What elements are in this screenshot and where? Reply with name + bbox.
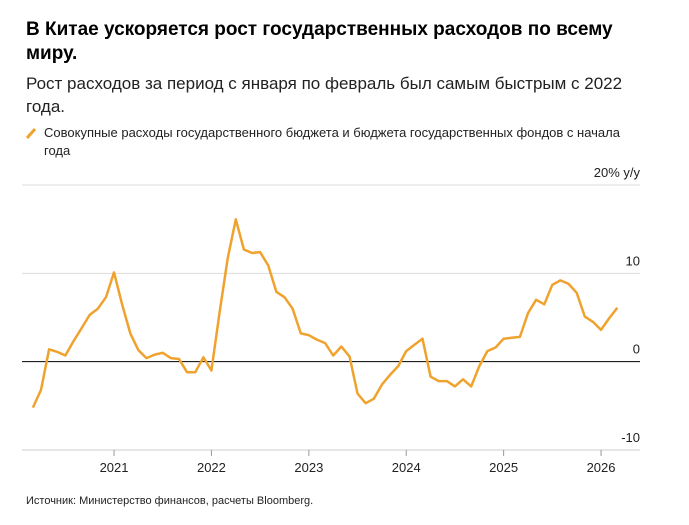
x-tick-label: 2023	[294, 460, 323, 475]
x-tick-label: 2025	[489, 460, 518, 475]
y-tick-label: 0	[633, 342, 640, 357]
legend: Совокупные расходы государственного бюдж…	[26, 124, 644, 160]
chart-subtitle: Рост расходов за период с января по февр…	[26, 74, 623, 116]
data-line	[31, 218, 619, 409]
legend-swatch	[26, 128, 36, 139]
x-tick-label: 2021	[100, 460, 129, 475]
y-tick-label: -10	[621, 430, 640, 445]
chart-title: В Китае ускоряется рост государственных …	[26, 19, 613, 64]
source-note: Источник: Министерство финансов, расчеты…	[26, 495, 314, 507]
y-tick-label: 20% у/у	[594, 165, 641, 180]
x-tick-label: 2026	[587, 460, 616, 475]
x-tick-label: 2024	[392, 460, 421, 475]
x-tick-label: 2022	[197, 460, 226, 475]
legend-label: Совокупные расходы государственного бюдж…	[44, 125, 620, 158]
y-tick-label: 10	[626, 253, 640, 268]
